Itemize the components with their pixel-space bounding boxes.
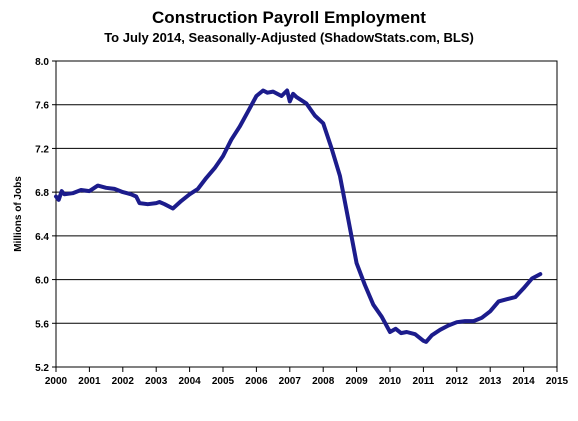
x-tick-label: 2003 <box>145 376 168 387</box>
x-tick-label: 2005 <box>212 376 235 387</box>
x-tick-label: 2004 <box>178 376 201 387</box>
chart-subtitle: To July 2014, Seasonally-Adjusted (Shado… <box>104 30 474 45</box>
y-tick-label: 6.4 <box>35 232 49 243</box>
x-tick-label: 2012 <box>446 376 469 387</box>
x-tick-label: 2000 <box>45 376 68 387</box>
x-tick-label: 2015 <box>546 376 569 387</box>
plot-area-border <box>55 60 558 368</box>
x-tick-label: 2002 <box>112 376 135 387</box>
y-tick-label: 5.6 <box>35 319 49 330</box>
y-axis-label: Millions of Jobs <box>13 176 24 252</box>
x-tick-label: 2011 <box>413 376 435 387</box>
series-line <box>54 88 543 344</box>
y-tick-label: 6.0 <box>35 276 49 287</box>
x-tick-label: 2013 <box>479 376 502 387</box>
x-tick-label: 2009 <box>345 376 368 387</box>
y-tick-label: 5.2 <box>35 363 49 374</box>
y-tick-label: 8.0 <box>35 57 49 68</box>
y-tick-label: 7.6 <box>35 101 49 112</box>
y-tick-label: 7.2 <box>35 144 49 155</box>
x-tick-label: 2007 <box>279 376 302 387</box>
x-tick-label: 2014 <box>512 376 535 387</box>
x-tick-label: 2010 <box>379 376 402 387</box>
chart-title: Construction Payroll Employment <box>152 8 426 27</box>
x-tick-label: 2008 <box>312 376 335 387</box>
x-tick-label: 2001 <box>78 376 101 387</box>
y-tick-label: 6.8 <box>35 188 49 199</box>
x-axis: 2000 2001 2002 2003 2004 2005 2006 2007 2008 2009… <box>45 367 569 387</box>
y-axis: 5.2 5.6 6.0 6.4 6.8 7.2 7.6 8.0 <box>35 57 56 374</box>
x-tick-label: 2006 <box>245 376 268 387</box>
